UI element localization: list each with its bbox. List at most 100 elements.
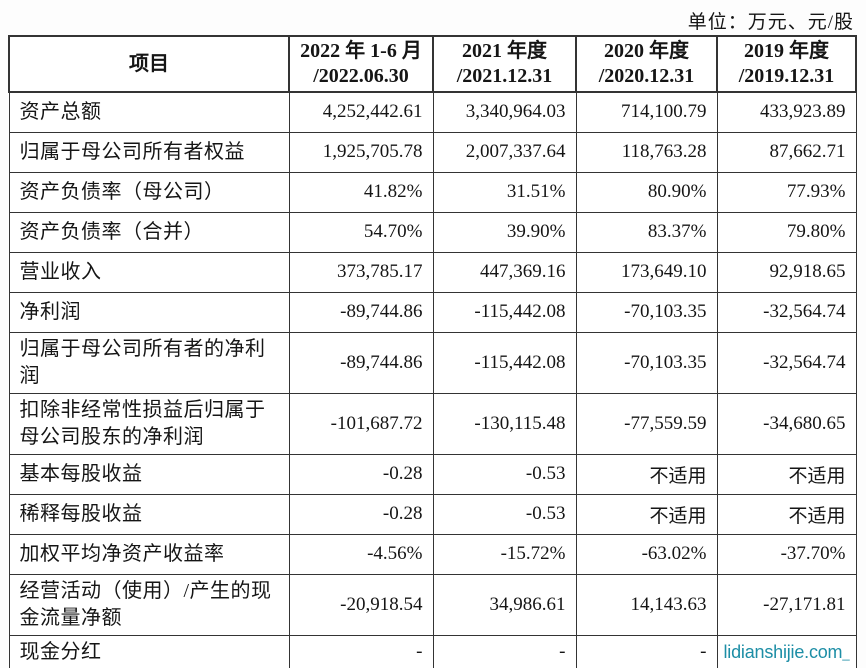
row-label-cell: 基本每股收益	[8, 453, 290, 495]
value-cell: 31.51%	[432, 171, 577, 213]
table-row: 现金分红 - - - lidianshijie.com_	[8, 634, 857, 668]
value-cell: 4,252,442.61	[288, 91, 434, 133]
value-cell: 54.70%	[288, 211, 434, 253]
financial-summary-table: 项目 2022 年 1-6 月/2022.06.30 2021 年度/2021.12…	[8, 35, 857, 668]
table-row: 扣除非经常性损益后归属于母公司股东的净利润 -101,687.72 -130,115…	[8, 392, 857, 455]
row-label-cell: 归属于母公司所有者权益	[8, 131, 290, 173]
value-cell: -70,103.35	[575, 331, 718, 394]
table-row: 归属于母公司所有者的净利润 -89,744.86 -115,442.08 -70,10…	[8, 331, 857, 394]
value-cell: -37.70%	[716, 533, 857, 575]
value-cell: 不适用	[575, 453, 718, 495]
value-cell: -0.53	[432, 493, 577, 535]
table-row: 净利润 -89,744.86 -115,442.08 -70,103.35 -32,56…	[8, 291, 857, 333]
row-label-cell: 经营活动（使用）/产生的现金流量净额	[8, 573, 290, 636]
row-label-cell: 资产负债率（母公司）	[8, 171, 290, 213]
value-cell: 373,785.17	[288, 251, 434, 293]
table-row: 资产负债率（母公司） 41.82% 31.51% 80.90% 77.93%	[8, 171, 857, 213]
row-label-cell: 资产负债率（合并）	[8, 211, 290, 253]
table-header: 项目 2022 年 1-6 月/2022.06.30 2021 年度/2021.12…	[8, 35, 857, 93]
value-cell: 77.93%	[716, 171, 857, 213]
watermark-text: lidianshijie.com	[723, 641, 843, 662]
value-cell: -	[288, 634, 434, 668]
value-cell: 39.90%	[432, 211, 577, 253]
row-label-cell: 资产总额	[8, 91, 290, 133]
row-label-cell: 加权平均净资产收益率	[8, 533, 290, 575]
table-row: 资产负债率（合并） 54.70% 39.90% 83.37% 79.80%	[8, 211, 857, 253]
value-cell: 118,763.28	[575, 131, 718, 173]
value-cell: 87,662.71	[716, 131, 857, 173]
table-row: 稀释每股收益 -0.28 -0.53 不适用 不适用	[8, 493, 857, 535]
row-label-cell: 稀释每股收益	[8, 493, 290, 535]
value-cell: 80.90%	[575, 171, 718, 213]
value-cell: lidianshijie.com_	[716, 634, 857, 668]
value-cell: 不适用	[575, 493, 718, 535]
row-label-cell: 归属于母公司所有者的净利润	[8, 331, 290, 394]
table-row: 营业收入 373,785.17 447,369.16 173,649.10 92,918…	[8, 251, 857, 293]
header-line2: /2019.12.31	[738, 65, 835, 87]
value-cell: -115,442.08	[432, 331, 577, 394]
header-line1: 2022 年 1-6 月	[300, 40, 422, 62]
header-cell: 2021 年度/2021.12.31	[432, 35, 577, 93]
table-row: 资产总额 4,252,442.61 3,340,964.03 714,100.79 43…	[8, 91, 857, 133]
value-cell: 83.37%	[575, 211, 718, 253]
watermark-cursor: _	[842, 645, 850, 661]
value-cell: 92,918.65	[716, 251, 857, 293]
value-cell: -34,680.65	[716, 392, 857, 455]
value-cell: -20,918.54	[288, 573, 434, 636]
header-row: 项目 2022 年 1-6 月/2022.06.30 2021 年度/2021.12…	[8, 35, 857, 93]
value-cell: -0.28	[288, 493, 434, 535]
value-cell: -89,744.86	[288, 291, 434, 333]
header-cell: 项目	[8, 35, 290, 93]
value-cell: -130,115.48	[432, 392, 577, 455]
value-cell: 1,925,705.78	[288, 131, 434, 173]
header-cell: 2022 年 1-6 月/2022.06.30	[288, 35, 434, 93]
value-cell: 79.80%	[716, 211, 857, 253]
header-cell: 2020 年度/2020.12.31	[575, 35, 718, 93]
header-line2: /2022.06.30	[313, 65, 409, 87]
header-line1: 项目	[129, 52, 169, 75]
value-cell: 433,923.89	[716, 91, 857, 133]
value-cell: 3,340,964.03	[432, 91, 577, 133]
value-cell: -27,171.81	[716, 573, 857, 636]
site-watermark: lidianshijie.com_	[722, 641, 850, 663]
value-cell: -77,559.59	[575, 392, 718, 455]
value-cell: 2,007,337.64	[432, 131, 577, 173]
value-cell: -32,564.74	[716, 331, 857, 394]
value-cell: 173,649.10	[575, 251, 718, 293]
value-cell: -	[575, 634, 718, 668]
header-line1: 2020 年度	[604, 40, 689, 62]
header-line2: /2021.12.31	[456, 65, 553, 87]
value-cell: 不适用	[716, 453, 857, 495]
value-cell: -0.53	[432, 453, 577, 495]
value-cell: 不适用	[716, 493, 857, 535]
value-cell: 14,143.63	[575, 573, 718, 636]
value-cell: -0.28	[288, 453, 434, 495]
value-cell: -101,687.72	[288, 392, 434, 455]
table-body: 资产总额 4,252,442.61 3,340,964.03 714,100.79 43…	[8, 91, 857, 668]
value-cell: -70,103.35	[575, 291, 718, 333]
value-cell: 34,986.61	[432, 573, 577, 636]
header-cell: 2019 年度/2019.12.31	[716, 35, 857, 93]
row-label-cell: 扣除非经常性损益后归属于母公司股东的净利润	[8, 392, 290, 455]
table-row: 加权平均净资产收益率 -4.56% -15.72% -63.02% -37.70%	[8, 533, 857, 575]
header-line1: 2019 年度	[744, 40, 829, 62]
value-cell: 714,100.79	[575, 91, 718, 133]
table-row: 基本每股收益 -0.28 -0.53 不适用 不适用	[8, 453, 857, 495]
unit-note: 单位：万元、元/股	[687, 12, 854, 33]
value-cell: -4.56%	[288, 533, 434, 575]
header-line2: /2020.12.31	[598, 65, 695, 87]
header-line1: 2021 年度	[462, 40, 547, 62]
value-cell: -115,442.08	[432, 291, 577, 333]
value-cell: -	[432, 634, 577, 668]
value-cell: -63.02%	[575, 533, 718, 575]
value-cell: -15.72%	[432, 533, 577, 575]
row-label-cell: 营业收入	[8, 251, 290, 293]
value-cell: -89,744.86	[288, 331, 434, 394]
value-cell: -32,564.74	[716, 291, 857, 333]
value-cell: 41.82%	[288, 171, 434, 213]
row-label-cell: 现金分红	[8, 634, 290, 668]
value-cell: 447,369.16	[432, 251, 577, 293]
row-label-cell: 净利润	[8, 291, 290, 333]
table-row: 经营活动（使用）/产生的现金流量净额 -20,918.54 34,986.61 14,…	[8, 573, 857, 636]
